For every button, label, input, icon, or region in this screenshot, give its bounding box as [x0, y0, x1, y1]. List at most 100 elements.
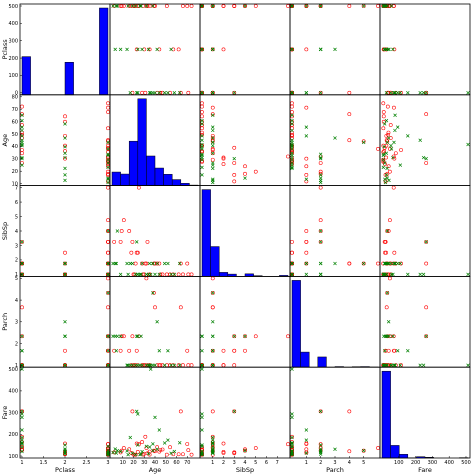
point-died — [318, 239, 323, 244]
point-died — [63, 156, 67, 161]
point-died — [361, 448, 366, 453]
point-survived — [290, 91, 294, 95]
x-tick-label-parch: 1 — [305, 460, 308, 466]
cell-frame — [109, 275, 201, 368]
point-died — [134, 441, 139, 446]
point-survived — [113, 47, 117, 52]
y-tick-label-pclass: 0 — [15, 91, 18, 97]
point-survived — [20, 163, 24, 167]
point-died — [304, 47, 309, 52]
hist-bar — [146, 155, 156, 186]
point-died — [388, 123, 393, 127]
point-survived — [290, 143, 294, 148]
point-died — [392, 348, 397, 353]
point-died — [135, 250, 140, 255]
point-died — [106, 276, 110, 281]
hist-bar — [381, 370, 391, 459]
point-died — [178, 305, 183, 310]
x-tick-label-fare: 500 — [461, 460, 471, 466]
point-died — [221, 47, 226, 52]
point-died — [157, 47, 162, 52]
point-survived — [418, 363, 422, 367]
point-survived — [153, 91, 157, 95]
cell-frame — [199, 3, 291, 96]
point-survived — [200, 134, 204, 138]
point-survived — [318, 173, 323, 177]
point-died — [134, 250, 139, 255]
point-survived — [200, 428, 204, 432]
point-died — [134, 47, 139, 52]
point-died — [347, 138, 352, 143]
point-died — [200, 110, 204, 114]
hist-bar — [210, 246, 220, 277]
point-survived — [126, 452, 130, 457]
point-survived — [115, 448, 120, 453]
point-survived — [106, 444, 110, 449]
point-survived — [211, 136, 215, 140]
point-died — [200, 101, 204, 106]
point-survived — [200, 4, 204, 8]
point-survived — [243, 176, 247, 180]
point-died — [140, 440, 145, 444]
x-tick-label-age: 20 — [130, 460, 136, 466]
point-survived — [111, 450, 115, 455]
point-died — [304, 261, 309, 266]
point-survived — [318, 156, 323, 161]
point-survived — [386, 261, 391, 266]
point-survived — [200, 155, 204, 160]
hist-bar — [64, 62, 74, 96]
x-axis-label-fare: Fare — [418, 466, 432, 474]
cell-frame — [109, 3, 201, 96]
y-axis-label-fare: Fare — [1, 406, 9, 420]
point-died — [189, 272, 194, 277]
y-tick-label-pclass: 100 — [8, 73, 18, 79]
point-died — [210, 276, 215, 281]
point-survived — [211, 125, 215, 129]
point-survived — [147, 261, 152, 266]
y-tick-label-sibsp: 4 — [15, 229, 18, 235]
point-survived — [290, 452, 294, 457]
y-tick-label-fare: 400 — [8, 389, 18, 395]
point-survived — [318, 272, 323, 277]
point-died — [130, 334, 135, 339]
y-tick-label-age: 20 — [12, 169, 18, 175]
point-died — [181, 363, 185, 368]
point-died — [210, 305, 215, 310]
y-tick-label-parch: 3 — [15, 320, 18, 326]
y-tick-label-sibsp: 1 — [15, 272, 18, 278]
point-survived — [130, 451, 135, 456]
point-survived — [382, 161, 387, 165]
point-survived — [290, 435, 294, 440]
y-tick-label-age: 10 — [12, 181, 18, 187]
point-survived — [113, 261, 117, 266]
point-survived — [333, 261, 337, 266]
point-survived — [361, 140, 366, 145]
point-survived — [290, 442, 294, 446]
x-tick-label-parch: 5 — [362, 460, 365, 466]
point-died — [384, 250, 388, 255]
point-survived — [385, 334, 390, 339]
point-died — [106, 239, 110, 244]
point-died — [383, 250, 387, 255]
point-survived — [155, 47, 159, 52]
point-survived — [144, 444, 149, 449]
point-survived — [155, 447, 159, 452]
point-survived — [200, 367, 204, 371]
point-survived — [421, 91, 426, 95]
point-died — [106, 101, 110, 106]
point-survived — [385, 229, 390, 233]
point-died — [424, 161, 429, 165]
point-survived — [398, 261, 403, 266]
point-survived — [169, 47, 173, 52]
point-survived — [134, 240, 139, 244]
point-survived — [114, 348, 119, 353]
cell-age-vs-pclass — [19, 94, 111, 187]
point-died — [210, 409, 215, 414]
point-survived — [304, 134, 309, 138]
point-survived — [200, 118, 204, 123]
point-survived — [177, 261, 182, 266]
point-survived — [304, 261, 309, 266]
point-died — [63, 143, 67, 148]
point-survived — [20, 442, 24, 446]
point-survived — [406, 348, 410, 353]
